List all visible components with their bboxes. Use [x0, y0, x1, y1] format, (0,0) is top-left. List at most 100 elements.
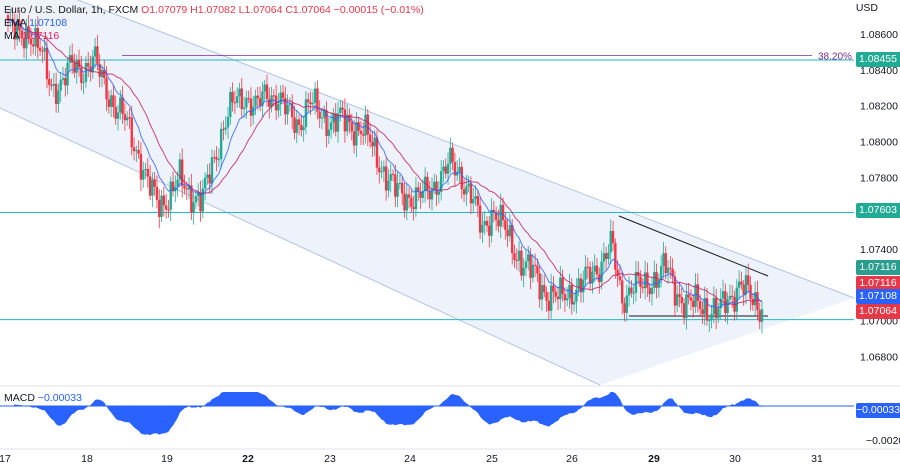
candle-body: [59, 79, 62, 91]
candle-body: [378, 167, 381, 173]
candle-body: [520, 250, 523, 276]
candle-body: [190, 185, 193, 213]
candle-body: [710, 314, 713, 321]
candle-body: [621, 280, 624, 304]
candle-body: [400, 182, 404, 194]
candle-body: [515, 259, 518, 261]
candle-body: [304, 99, 308, 128]
macd-legend: MACD −0.00033: [4, 392, 82, 405]
candle-body: [531, 264, 535, 278]
candle-body: [135, 150, 138, 152]
candle-body: [483, 221, 486, 225]
candle-body: [527, 254, 530, 262]
x-tick-label: 17: [0, 453, 11, 465]
candle-body: [584, 266, 587, 280]
candle-body: [611, 231, 615, 244]
candle-body: [233, 102, 237, 104]
candle-body: [687, 294, 690, 298]
candle-body: [167, 209, 170, 211]
candle-body: [103, 69, 106, 78]
candle-body: [178, 159, 182, 180]
candle-body: [91, 56, 94, 72]
candle-body: [96, 46, 99, 64]
ma-legend: MA 1.07116: [4, 30, 59, 43]
candle-body: [579, 278, 583, 293]
candle-body: [384, 166, 388, 191]
candle-body: [229, 91, 232, 117]
candle-body: [561, 277, 564, 294]
candle-body: [29, 38, 33, 45]
candle-body: [345, 114, 349, 132]
candle-body: [93, 46, 97, 57]
candle-body: [474, 196, 477, 200]
candle-body: [472, 199, 475, 204]
candle-body: [731, 295, 734, 297]
candle-body: [547, 300, 551, 311]
candle-body: [552, 285, 555, 292]
candle-body: [352, 131, 356, 146]
candle-body: [657, 279, 661, 288]
candle-body: [751, 298, 755, 306]
candle-body: [449, 147, 452, 164]
candle-body: [20, 30, 23, 39]
candle-body: [284, 98, 287, 115]
candle-body: [428, 191, 431, 200]
candle-body: [708, 320, 711, 322]
candle-body: [570, 284, 573, 305]
candle-body: [737, 281, 741, 288]
ohlc-values: O1.07079 H1.07082 L1.07064 C1.07064 −0.0…: [141, 4, 424, 16]
candle-body: [556, 296, 560, 300]
candle-body: [290, 103, 294, 118]
candle-body: [744, 275, 748, 295]
candle-body: [368, 134, 372, 143]
y-tick-label: 1.06800: [860, 351, 898, 363]
macd-value: −0.00033: [37, 392, 82, 404]
candle-body: [414, 187, 418, 209]
candle-body: [659, 265, 663, 280]
candle-body: [696, 284, 700, 301]
candle-body: [439, 171, 443, 192]
candle-body: [13, 22, 17, 40]
candle-body: [724, 291, 727, 314]
fib-label: 38.20%: [818, 52, 852, 63]
candle-body: [245, 97, 248, 108]
candle-body: [494, 212, 498, 221]
candle-body: [194, 196, 198, 203]
candle-body: [536, 265, 539, 274]
candle-body: [169, 181, 172, 210]
candle-body: [235, 96, 239, 103]
candle-body: [25, 26, 28, 49]
candle-body: [375, 137, 379, 168]
candle-body: [288, 103, 292, 105]
candles: [6, 7, 764, 334]
candle-body: [455, 171, 459, 176]
candle-body: [749, 284, 752, 299]
candle-body: [689, 297, 693, 301]
candle-body: [373, 137, 376, 147]
candle-body: [627, 287, 631, 296]
candle-body: [398, 182, 402, 184]
candle-body: [256, 95, 260, 99]
candle-body: [467, 183, 470, 187]
candle-body: [206, 174, 209, 178]
candle-body: [318, 111, 321, 119]
currency-label: USD: [855, 2, 878, 14]
candle-body: [600, 261, 603, 283]
candle-body: [575, 289, 578, 302]
candle-body: [148, 176, 152, 196]
candle-body: [678, 294, 681, 297]
candle-body: [760, 309, 764, 322]
candle-body: [682, 303, 686, 319]
candle-body: [48, 79, 51, 85]
candle-body: [36, 28, 39, 48]
candle-body: [614, 243, 617, 270]
candle-body: [64, 78, 67, 86]
ema-value: 1.07108: [29, 17, 68, 29]
candle-body: [153, 179, 156, 187]
x-tick-label: 19: [161, 453, 173, 465]
ma-line: [7, 19, 763, 306]
candle-body: [565, 298, 569, 301]
triangle-upper-line: [618, 215, 769, 277]
candle-body: [705, 298, 709, 321]
